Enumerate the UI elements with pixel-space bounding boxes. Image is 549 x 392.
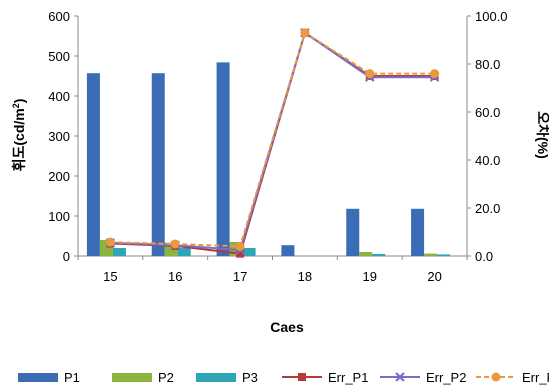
x-tick-label: 19 <box>363 269 377 284</box>
legend-label: P3 <box>242 370 258 385</box>
x-tick-label: 17 <box>233 269 247 284</box>
legend-item-p3: P3 <box>196 370 258 385</box>
left-y-axis-title-close: ) <box>11 99 27 104</box>
bar-p1-18 <box>281 245 295 256</box>
legend-item-err-p3: Err_P3 <box>476 370 549 385</box>
left-y-ticks: 0 100 200 300 400 500 600 <box>48 9 78 264</box>
left-y-axis-title-sup: 2 <box>11 103 21 108</box>
point-err-p3-16 <box>170 239 180 249</box>
right-y-axis-title: 오차(%) <box>535 111 549 159</box>
point-err-p3-20 <box>430 69 440 79</box>
point-err-p3-18 <box>300 28 310 38</box>
bar-p1-19 <box>346 208 360 256</box>
x-axis-title: Caes <box>270 319 304 335</box>
bar-p3-19 <box>372 254 386 256</box>
bar-p3-20 <box>437 254 451 256</box>
left-y-axis-title-main: 휘도(cd/m <box>11 108 27 171</box>
point-err-p3-19 <box>365 69 375 79</box>
error-lines <box>105 28 440 258</box>
x-tick-label: 16 <box>168 269 182 284</box>
legend-label: P1 <box>64 370 80 385</box>
legend-item-err-p1: Err_P1 <box>282 370 368 385</box>
left-tick-label: 500 <box>48 49 70 64</box>
legend-marker <box>491 372 501 382</box>
bar-p3-16 <box>177 248 191 256</box>
bar-p3-15 <box>112 248 126 256</box>
point-err-p3-15 <box>105 237 115 247</box>
plot-area: 0 100 200 300 400 500 600 0.0 20.0 40.0 60.0 80.0 1… <box>48 9 507 284</box>
x-tick-label: 15 <box>103 269 117 284</box>
right-y-ticks: 0.0 20.0 40.0 60.0 80.0 100.0 <box>467 9 508 264</box>
left-tick-label: 200 <box>48 169 70 184</box>
line-err-p3 <box>110 31 435 248</box>
legend-marker <box>395 372 405 382</box>
left-tick-label: 400 <box>48 89 70 104</box>
bar-p1-17 <box>216 62 230 257</box>
bar-p3-17 <box>242 248 256 256</box>
legend-label: P2 <box>158 370 174 385</box>
legend-item-p2: P2 <box>112 370 174 385</box>
right-tick-label: 0.0 <box>475 249 493 264</box>
point-err-p3-17 <box>235 241 245 251</box>
bar-p2-20 <box>424 253 438 256</box>
legend-marker <box>298 373 306 381</box>
line-err-p2 <box>110 31 435 252</box>
left-tick-label: 300 <box>48 129 70 144</box>
x-tick-label: 20 <box>427 269 441 284</box>
point-err-p1-17 <box>236 249 245 258</box>
legend: P1 P2 P3 Err_P1 Err_P2 Err_P3 <box>18 370 549 385</box>
x-ticks: 15 16 17 18 19 20 <box>77 256 468 284</box>
right-tick-label: 40.0 <box>475 153 500 168</box>
right-tick-label: 60.0 <box>475 105 500 120</box>
x-tick-label: 18 <box>298 269 312 284</box>
right-tick-label: 100.0 <box>475 9 508 24</box>
right-tick-label: 80.0 <box>475 57 500 72</box>
legend-swatch <box>18 373 58 382</box>
legend-item-p1: P1 <box>18 370 80 385</box>
legend-label: Err_P2 <box>426 370 466 385</box>
left-tick-label: 100 <box>48 209 70 224</box>
bar-p1-20 <box>411 208 425 256</box>
bar-p1-16 <box>151 73 165 256</box>
legend-swatch <box>112 373 152 382</box>
legend-item-err-p2: Err_P2 <box>380 370 466 385</box>
legend-label: Err_P1 <box>328 370 368 385</box>
bar-p1-15 <box>86 73 100 256</box>
right-tick-label: 20.0 <box>475 201 500 216</box>
left-tick-label: 600 <box>48 9 70 24</box>
legend-label: Err_P3 <box>522 370 549 385</box>
left-y-axis-title: 휘도(cd/m2) <box>11 99 27 172</box>
left-tick-label: 0 <box>63 249 70 264</box>
legend-swatch <box>196 373 236 382</box>
bar-p2-19 <box>359 252 373 256</box>
